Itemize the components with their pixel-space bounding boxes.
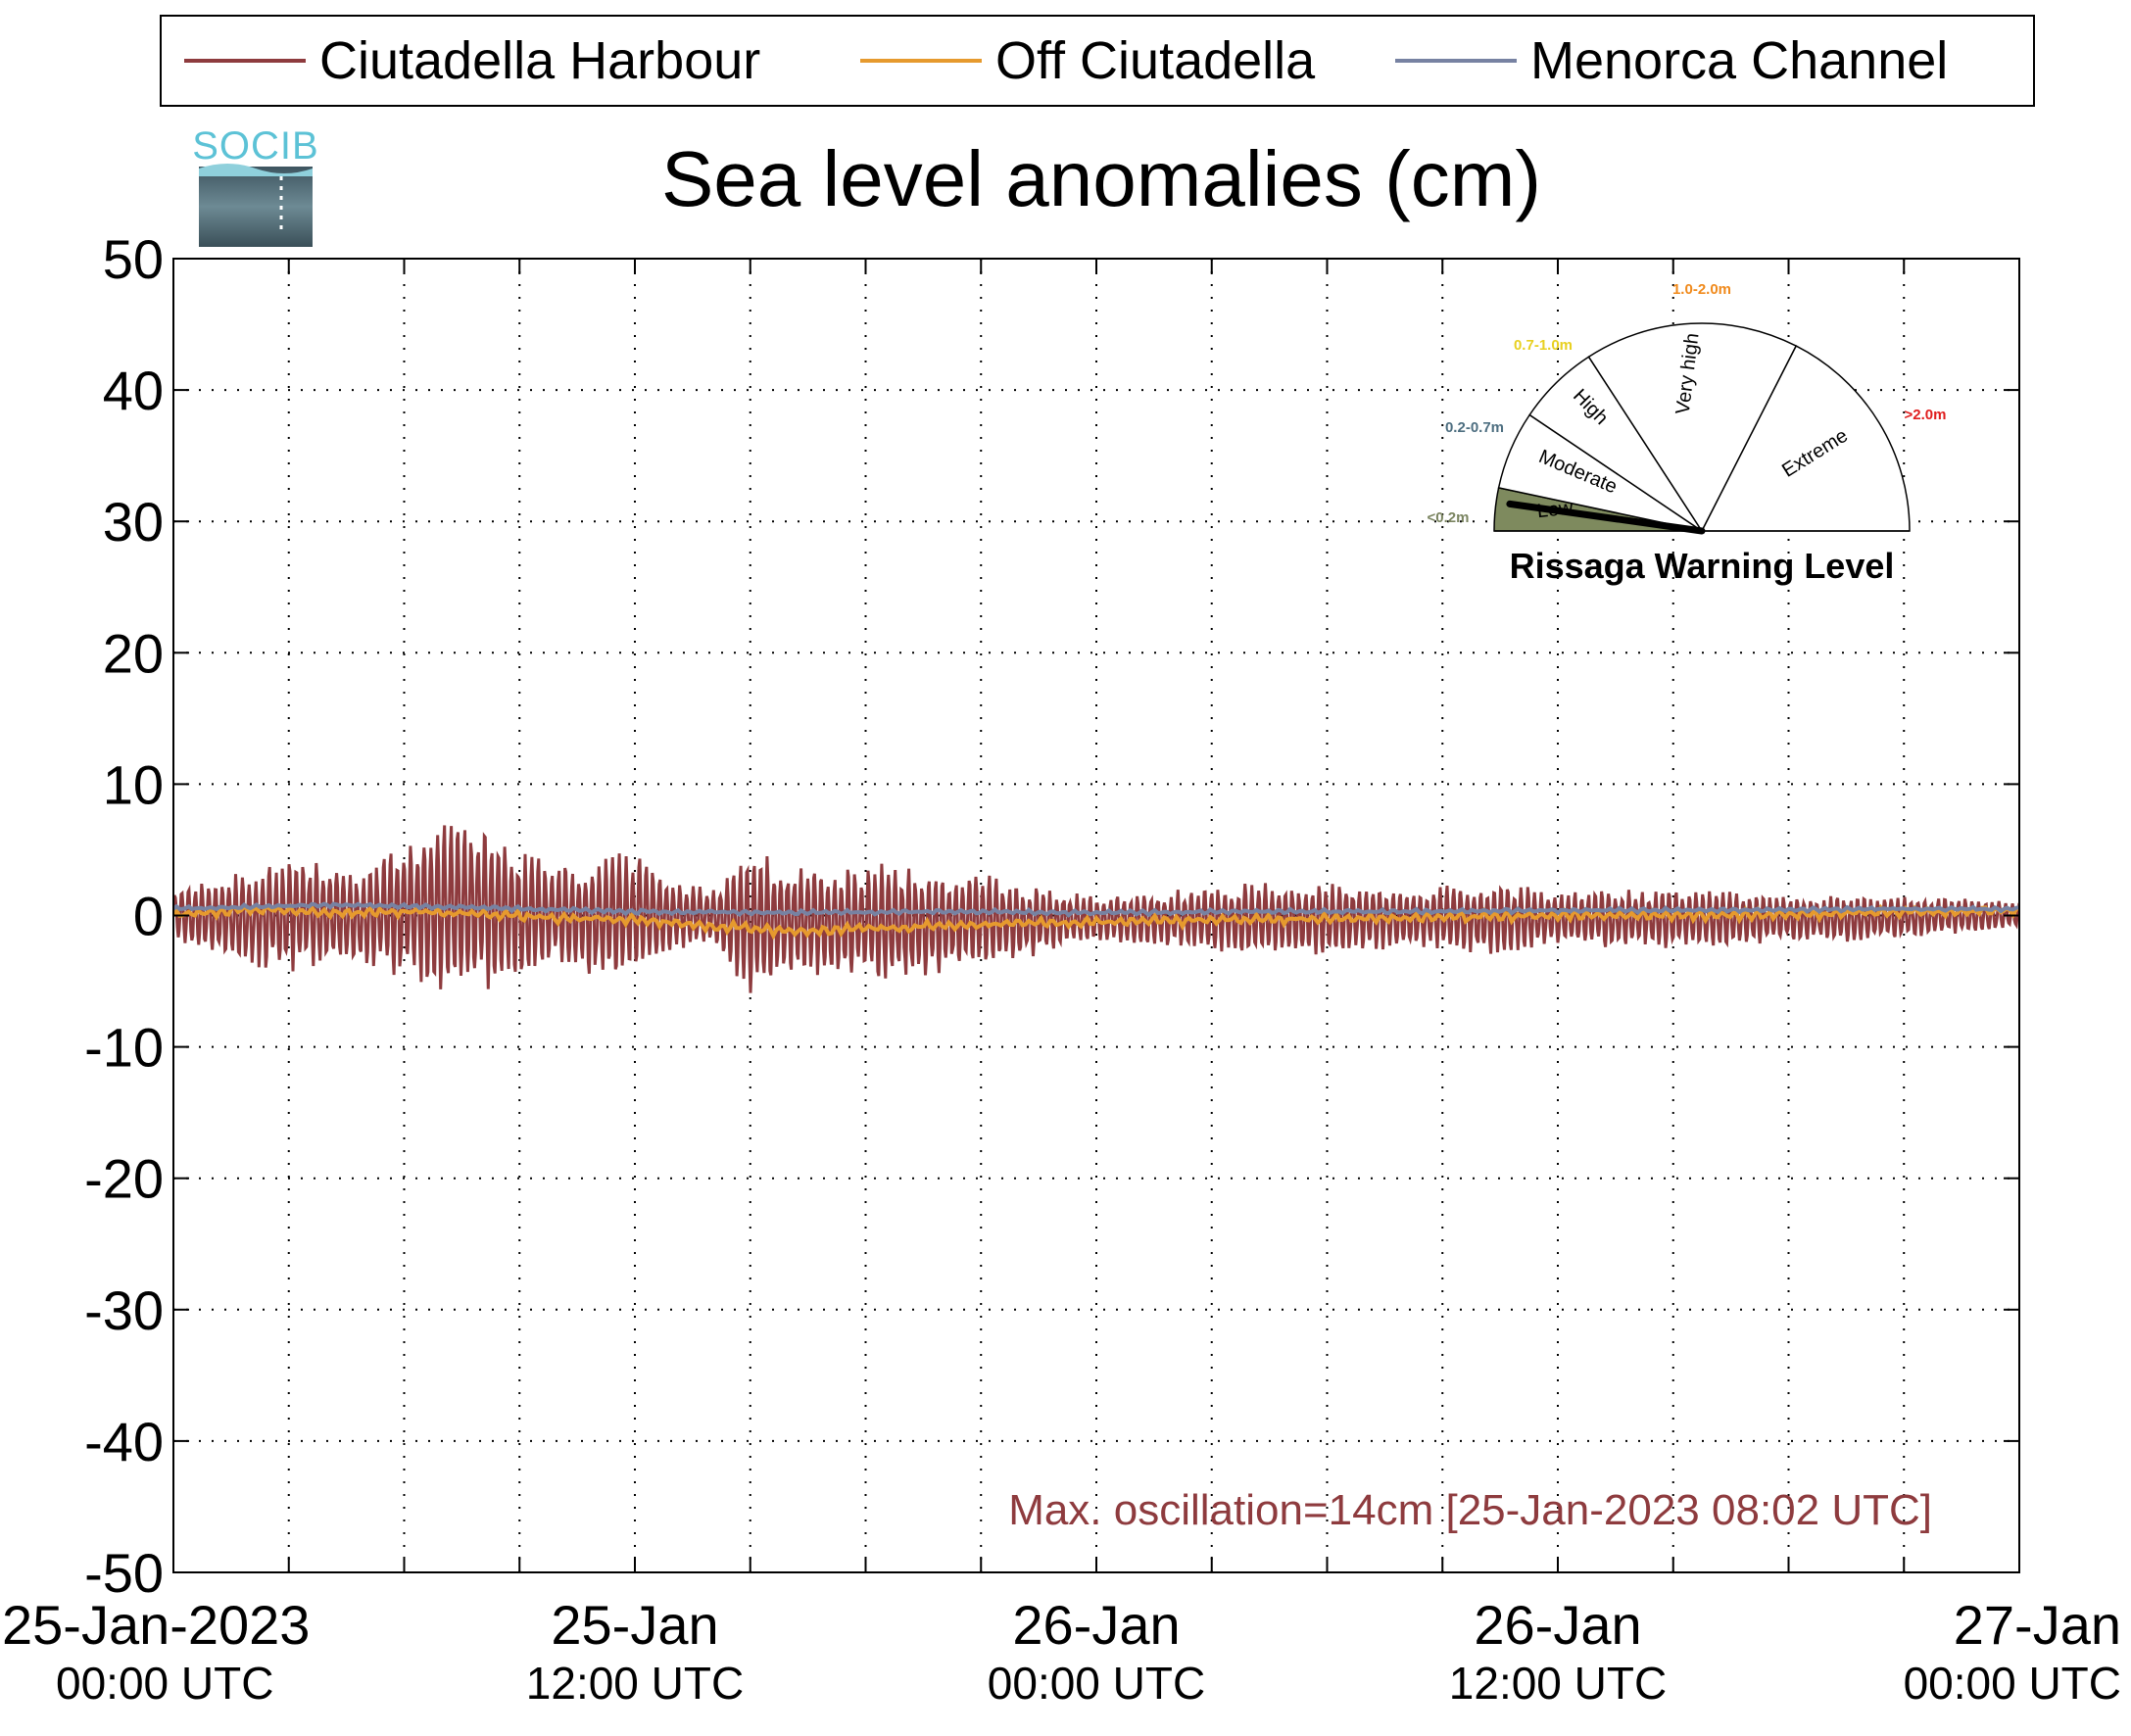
y-tick-label: -20 xyxy=(84,1148,164,1210)
gauge-range-high: 0.7-1.0m xyxy=(1514,337,1573,354)
max-oscillation-annotation: Max. oscillation=14cm [25-Jan-2023 08:02… xyxy=(1008,1486,1932,1534)
y-tick-label: 0 xyxy=(133,886,164,947)
gauge-range-very-high: 1.0-2.0m xyxy=(1672,281,1731,298)
y-tick-label: -50 xyxy=(84,1542,164,1604)
logo-text: SOCIB xyxy=(192,124,318,168)
series-layer xyxy=(173,825,2019,993)
legend-label-off-ciutadella: Off Ciutadella xyxy=(995,31,1316,90)
gauge-title: Rissaga Warning Level xyxy=(1510,546,1895,586)
series-line-ciutadella-harbour xyxy=(173,825,2019,993)
x-tick-label-time: 00:00 UTC xyxy=(1904,1658,2121,1709)
legend-box xyxy=(160,15,2035,107)
logo-water xyxy=(199,167,313,247)
y-tick-label: -40 xyxy=(84,1411,164,1472)
x-tick-label-date: 27-Jan xyxy=(1954,1594,2121,1656)
x-tick-label-time: 12:00 UTC xyxy=(1449,1658,1667,1709)
gauge-segment-extreme xyxy=(1700,345,1911,532)
gauge-range-extreme: >2.0m xyxy=(1905,407,1947,423)
y-tick-label: 50 xyxy=(103,228,164,290)
x-tick-label-date: 25-Jan xyxy=(551,1594,718,1656)
y-tick-label: 20 xyxy=(103,622,164,684)
y-tick-label: 40 xyxy=(103,360,164,421)
legend-label-ciutadella-harbour: Ciutadella Harbour xyxy=(319,31,760,90)
x-tick-label-time: 12:00 UTC xyxy=(526,1658,744,1709)
legend: Ciutadella Harbour Off Ciutadella Menorc… xyxy=(160,15,2035,107)
rissaga-gauge: LowModerateHighVery highExtreme<0.2m0.2-… xyxy=(1428,281,1947,586)
gauge-range-low: <0.2m xyxy=(1428,509,1470,526)
chart-title: Sea level anomalies (cm) xyxy=(661,135,1541,222)
y-tick-label: -10 xyxy=(84,1017,164,1079)
socib-logo: SOCIB xyxy=(192,124,318,247)
x-tick-label-time: 00:00 UTC xyxy=(988,1658,1205,1709)
y-tick-label: -30 xyxy=(84,1279,164,1341)
y-tick-label: 30 xyxy=(103,491,164,553)
x-tick-label-time: 00:00 UTC xyxy=(56,1658,273,1709)
logo-wave xyxy=(199,164,313,176)
x-tick-label-date: 26-Jan xyxy=(1474,1594,1641,1656)
y-tick-label: 10 xyxy=(103,753,164,815)
gauge-needle xyxy=(1506,500,1706,535)
gauge-range-moderate: 0.2-0.7m xyxy=(1445,419,1504,436)
gauge-segment-very-high xyxy=(1587,322,1798,533)
y-axis: -50 -40 -30 -20 -10 0 10 20 30 40 50 xyxy=(84,228,2019,1604)
series-line-menorca-channel xyxy=(173,901,2019,918)
x-tick-label-date: 25-Jan-2023 xyxy=(2,1594,310,1656)
x-tick-label-date: 26-Jan xyxy=(1012,1594,1180,1656)
legend-label-menorca-channel: Menorca Channel xyxy=(1530,31,1948,90)
